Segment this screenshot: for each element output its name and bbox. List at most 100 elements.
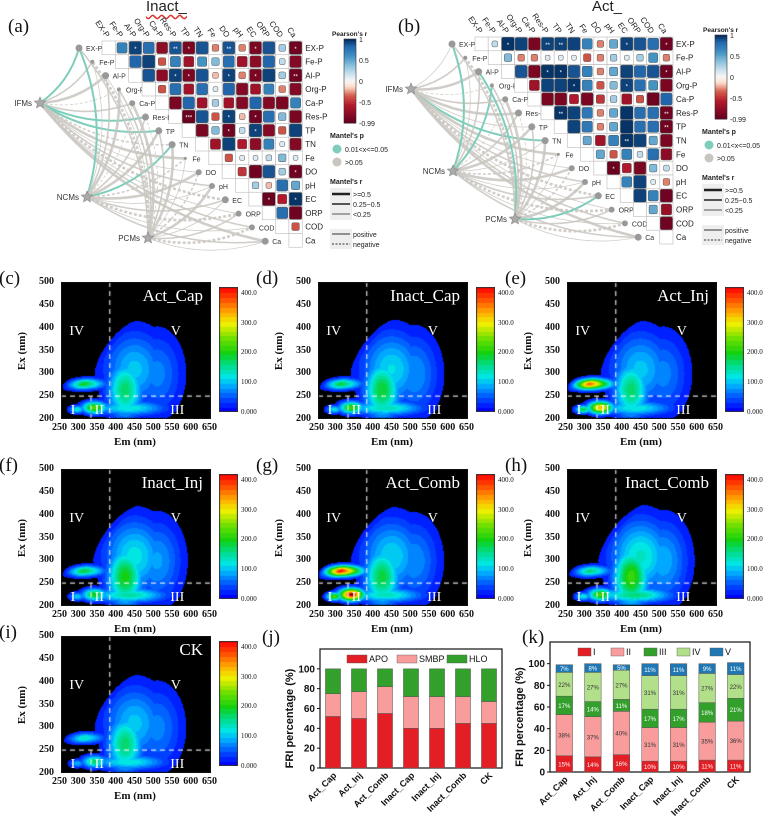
correlation-square-EX-P-Fe-P — [491, 40, 498, 48]
row-label-pH: pH — [305, 181, 315, 190]
group-label-NCMs: NCMs — [57, 193, 79, 202]
y-axis-label: Ex (nm) — [16, 518, 29, 557]
correlation-square-Al-P-Ca — [289, 68, 303, 82]
heatmap-cell — [101, 40, 116, 56]
mantel-r-label: 0.25~0.5 — [725, 198, 753, 205]
colorbar-step — [715, 110, 727, 114]
mantel-edge-IFMs-Ca — [38, 102, 266, 243]
x-tick-label: 250 — [558, 609, 573, 620]
legend-swatch-I — [577, 647, 592, 657]
correlation-square-ORP-Ca — [289, 206, 303, 220]
sample-title: Act_Comb — [385, 473, 460, 492]
colorbar-step — [715, 58, 727, 61]
correlation-square-EX-P-Res-P — [541, 37, 554, 51]
correlation-square-Al-P-Org-P — [515, 65, 528, 78]
correlation-square-TP-Ca — [660, 120, 673, 134]
heatmap-cell — [540, 105, 555, 121]
row-label-Res-P: Res-P — [305, 113, 327, 122]
column-label-DO: DO — [217, 24, 231, 39]
colorbar-step — [715, 106, 727, 109]
bar-segment-HLO-Act_Comb — [377, 668, 393, 687]
correlation-square-DO-COD — [649, 163, 658, 173]
eem-contour-plot — [567, 469, 717, 606]
correlation-square-pH-Ca — [662, 178, 670, 186]
eem-contour-plot — [61, 469, 211, 606]
colorbar-tick-label: 200.0 — [241, 535, 257, 544]
mantel-r-label: >=0.5 — [725, 188, 743, 195]
correlation-square-Org-P-TP — [183, 83, 195, 95]
colorbar-tick-label: 400.0 — [498, 288, 514, 297]
heatmap-cell — [181, 123, 196, 138]
panel-label: (e) — [505, 268, 527, 289]
correlation-square-DO-pH — [237, 167, 247, 177]
colorbar-step — [715, 72, 727, 76]
heatmap-cell — [501, 64, 515, 79]
region-label-I: I — [576, 589, 582, 605]
y-tick-label: 60 — [304, 704, 316, 715]
variable-node-label-Ca-P: Ca-P — [139, 101, 155, 108]
colorbar-step — [344, 62, 356, 65]
significance-mark: * — [573, 84, 576, 90]
x-tick-label: 600 — [440, 422, 456, 433]
mantel-p-title: Mantel's p — [702, 129, 736, 136]
bar-segment-APO-Inact_Comb — [455, 723, 471, 769]
y-tick-label: 500 — [545, 276, 560, 287]
colorbar-step — [344, 41, 356, 44]
x-tick-label: 400 — [108, 609, 124, 620]
mantel-edge-PCMs-Al-P — [477, 71, 518, 220]
group-label-IFMs: IFMs — [385, 85, 403, 94]
legend-label-V: V — [725, 647, 731, 657]
bar-data-label: 27% — [587, 685, 600, 691]
heatmap-cell — [659, 229, 674, 245]
region-label-V: V — [427, 324, 438, 340]
bar-data-label: 31% — [673, 743, 686, 749]
region-label-IV: IV — [575, 324, 591, 340]
correlation-square-Al-P-DO — [596, 67, 604, 76]
legend-label-I: I — [593, 647, 596, 657]
bar-segment-SMBP-Act_Comb — [377, 686, 393, 714]
y-tick-label: 500 — [545, 463, 560, 474]
correlation-square-Ca-P-ORP — [262, 96, 275, 110]
correlation-square-Fe-P-TP — [558, 54, 564, 61]
variable-node-Res-P — [142, 113, 149, 121]
correlation-square-Fe-Ca — [292, 155, 299, 161]
significance-mark: * — [665, 71, 668, 77]
column-label-TP: TP — [178, 26, 191, 40]
colorbar-step — [715, 87, 727, 91]
mantel-edge-IFMs-DO — [39, 102, 199, 173]
correlation-square-Fe-P-TN — [571, 54, 577, 61]
colorbar-step — [344, 81, 356, 84]
colorbar-step — [344, 53, 356, 57]
heatmap-cell — [567, 133, 581, 148]
region-label-II: II — [94, 402, 104, 418]
significance-mark: * — [228, 74, 231, 80]
variable-node-label-DO: DO — [206, 170, 217, 177]
variable-node-label-TP: TP — [539, 125, 548, 132]
mantel-p-ns-swatch — [332, 157, 342, 167]
row-label-Fe: Fe — [305, 154, 315, 163]
mantel-edge-IFMs-Ca — [409, 88, 639, 239]
colorbar-step — [715, 53, 727, 57]
significance-mark: * — [134, 47, 137, 53]
y-tick-label: 80 — [304, 684, 316, 695]
mantel-edge-NCMs-EX-P — [78, 47, 98, 198]
bar-data-label: 15% — [558, 762, 571, 768]
x-tick-label: 500 — [651, 609, 667, 620]
correlation-square-DO-ORP — [633, 161, 647, 175]
mantel-edge-PCMs-COD — [147, 226, 253, 245]
mantel-edge-NCMs-EX-P — [451, 43, 465, 172]
correlation-square-Res-P-COD — [647, 106, 659, 119]
colorbar-step — [344, 72, 356, 76]
correlation-square-Fe-COD — [278, 153, 287, 163]
row-label-Org-P: Org-P — [676, 81, 697, 90]
significance-mark: ** — [293, 74, 298, 80]
correlation-square-Res-P-TN — [195, 110, 209, 124]
correlation-square-Fe-P-Org-P — [517, 54, 525, 62]
panel-label: (f) — [0, 455, 18, 476]
bar-data-label: 11% — [673, 668, 685, 674]
variable-node-label-EC: EC — [232, 198, 242, 205]
x-axis-label: Em (nm) — [114, 623, 156, 635]
row-label-TP: TP — [305, 126, 315, 135]
y-axis-label: Ex (nm) — [522, 518, 535, 557]
x-tick-label: 650 — [202, 776, 217, 787]
